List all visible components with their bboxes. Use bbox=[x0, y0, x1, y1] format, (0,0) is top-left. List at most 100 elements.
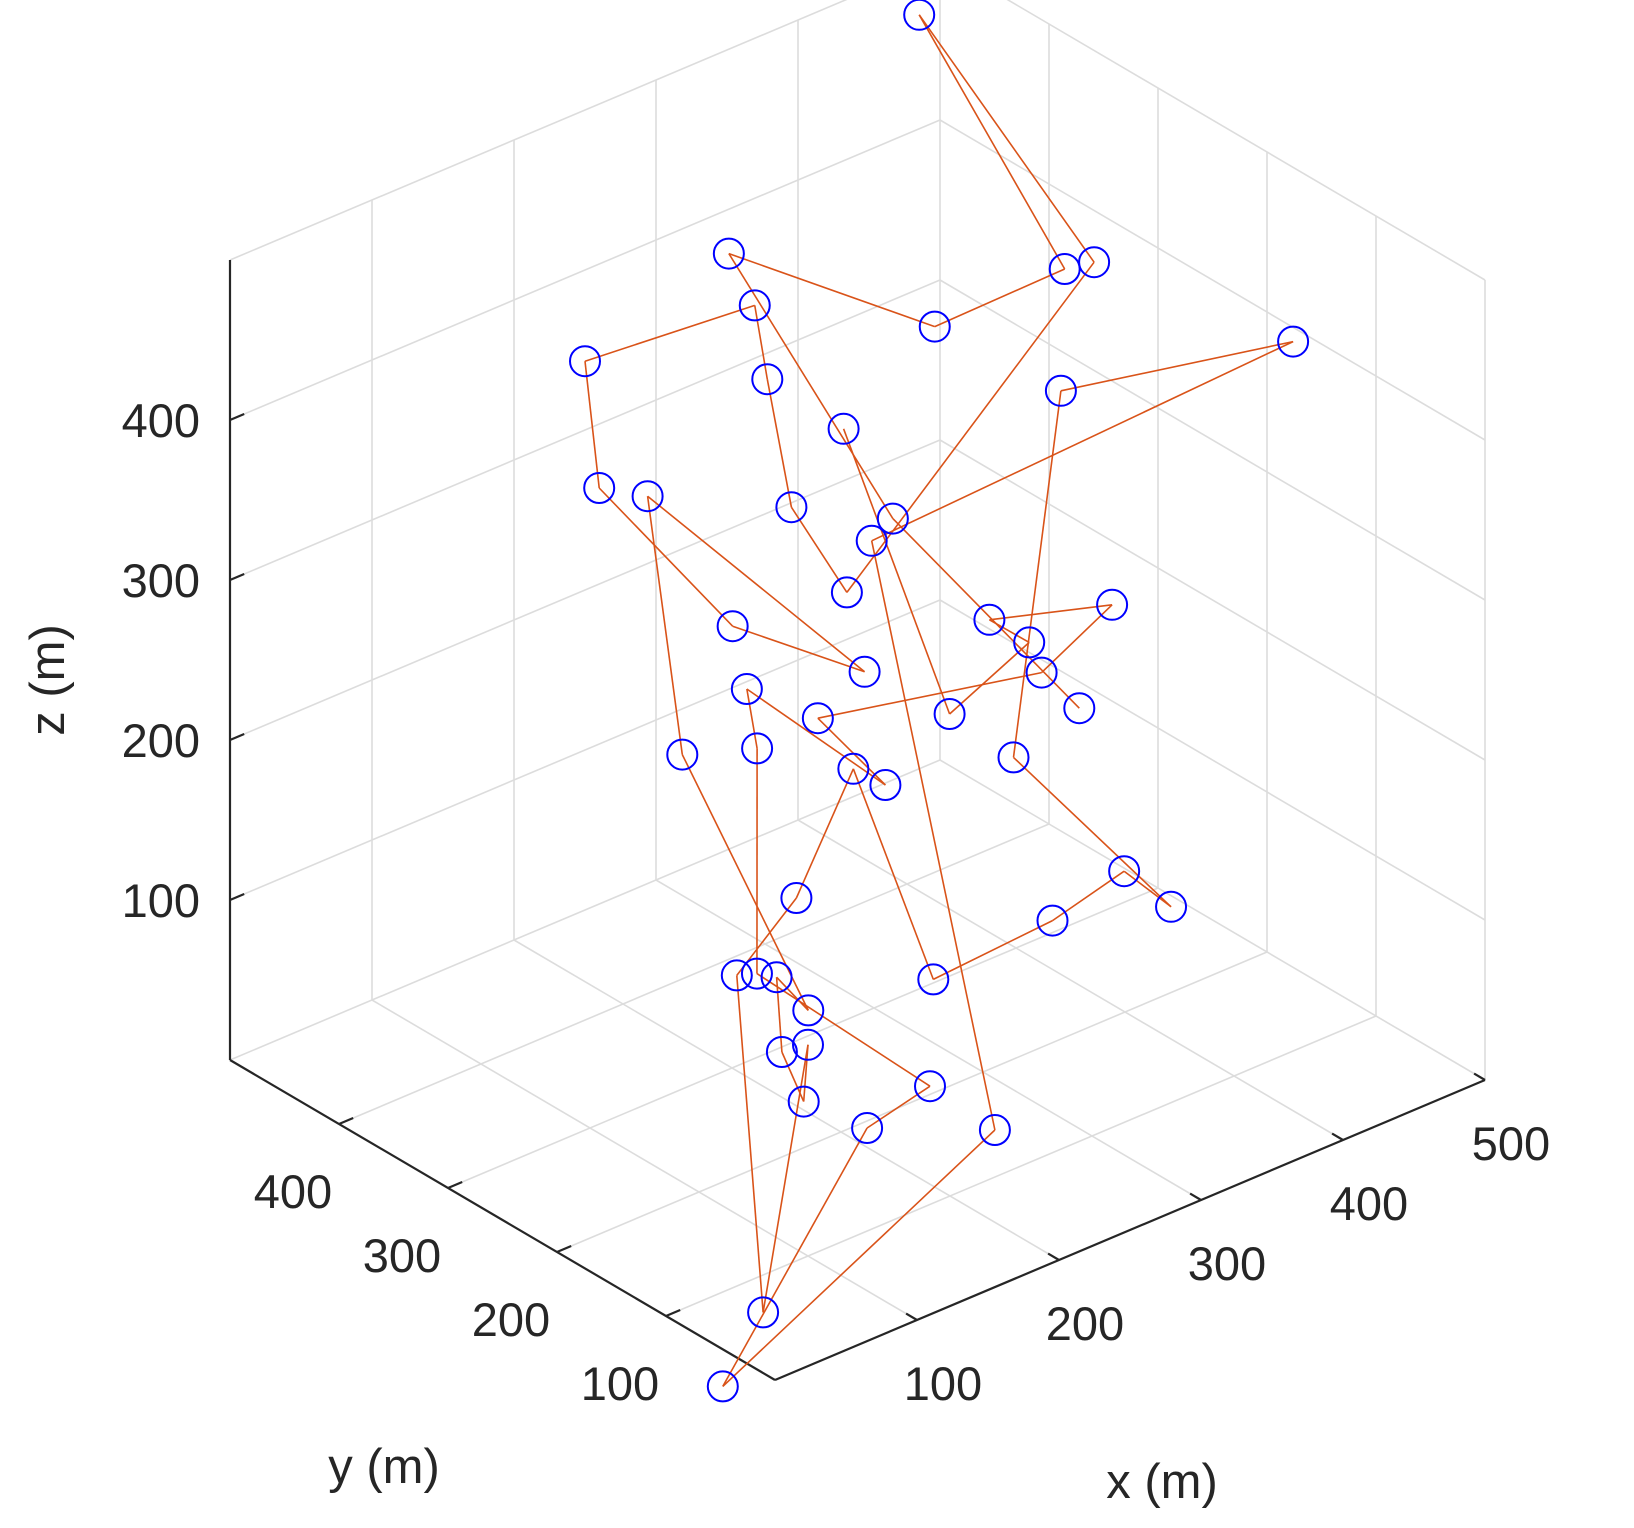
waypoint-marker bbox=[917, 963, 950, 996]
waypoint-marker bbox=[933, 698, 966, 730]
y-tick-mark bbox=[556, 1244, 572, 1254]
waypoint-marker bbox=[751, 363, 784, 396]
trajectory-series bbox=[569, 0, 1310, 1403]
grid-line bbox=[338, 823, 1050, 1125]
trajectory-segment bbox=[681, 754, 810, 1011]
waypoint-marker bbox=[997, 741, 1030, 774]
trajectory-segment bbox=[934, 268, 1066, 328]
z-tick-label: 200 bbox=[122, 714, 200, 767]
waypoint-marker bbox=[706, 1370, 739, 1403]
x-tick-label: 300 bbox=[1188, 1237, 1266, 1290]
y-tick-label: 200 bbox=[472, 1293, 550, 1346]
waypoint-marker bbox=[973, 603, 1006, 636]
trajectory-segment bbox=[753, 305, 769, 380]
waypoint-marker bbox=[780, 882, 813, 914]
trajectory-segment bbox=[949, 641, 1030, 715]
waypoint-marker bbox=[787, 1085, 820, 1118]
waypoint-marker bbox=[760, 961, 793, 994]
waypoint-marker bbox=[569, 345, 601, 378]
y-tick-mark bbox=[338, 1116, 354, 1126]
grid-line bbox=[1006, 0, 1486, 281]
waypoint-marker bbox=[876, 502, 909, 535]
z-axis-label: z (m) bbox=[21, 624, 75, 736]
waypoint-marker bbox=[978, 1114, 1011, 1146]
grid-line bbox=[229, 279, 941, 581]
x-tick-label: 400 bbox=[1330, 1177, 1408, 1230]
waypoint-marker bbox=[740, 957, 773, 990]
trajectory-segment bbox=[728, 252, 936, 328]
y-tick-mark bbox=[447, 1180, 463, 1190]
grid-line bbox=[229, 599, 941, 901]
trajectory-segment bbox=[584, 304, 755, 362]
z-tick-mark bbox=[229, 892, 245, 902]
waypoint-marker bbox=[792, 994, 825, 1027]
grid-line bbox=[939, 279, 1486, 601]
trajectory-segment bbox=[1041, 604, 1113, 674]
trajectory-segment bbox=[892, 518, 1080, 709]
x-tick-mark bbox=[905, 1312, 918, 1321]
trajectory-segment bbox=[989, 604, 1113, 621]
waypoint-marker bbox=[716, 610, 749, 643]
z-tick-mark bbox=[229, 572, 245, 582]
trajectory-segment bbox=[795, 768, 855, 899]
waypoint-marker bbox=[730, 673, 763, 705]
waypoint-marker bbox=[1025, 656, 1058, 689]
waypoint-marker bbox=[1155, 890, 1188, 923]
waypoint-marker bbox=[583, 472, 616, 504]
y-axis-label: y (m) bbox=[328, 1440, 440, 1494]
waypoint-marker bbox=[738, 289, 771, 322]
trajectory-segment bbox=[776, 976, 809, 1011]
grid-line bbox=[939, 439, 1486, 761]
waypoint-marker bbox=[720, 959, 753, 992]
x-axis-line bbox=[774, 1078, 1486, 1382]
x-tick-mark bbox=[1331, 1132, 1344, 1141]
waypoint-marker bbox=[765, 1036, 798, 1068]
grid-lines bbox=[229, 0, 1486, 1321]
trajectory-segment bbox=[918, 14, 1066, 270]
waypoint-marker bbox=[666, 738, 699, 771]
waypoint-marker bbox=[1096, 588, 1129, 621]
trajectory-segment bbox=[775, 977, 783, 1053]
waypoint-marker bbox=[918, 310, 951, 343]
x-tick-label: 200 bbox=[1046, 1297, 1124, 1350]
waypoint-marker bbox=[747, 1296, 780, 1329]
trajectory-segment bbox=[722, 1129, 996, 1387]
z-tick-label: 100 bbox=[122, 874, 200, 927]
grid-line bbox=[229, 759, 941, 1061]
trajectory-segment bbox=[1060, 340, 1294, 392]
waypoint-marker bbox=[792, 1028, 824, 1061]
waypoint-marker bbox=[1044, 374, 1077, 407]
trajectory-segment bbox=[852, 768, 935, 980]
waypoint-marker bbox=[851, 1112, 884, 1144]
waypoint-marker bbox=[1063, 692, 1096, 725]
waypoint-marker bbox=[837, 752, 870, 785]
grid-line bbox=[939, 599, 1486, 921]
grid-line bbox=[939, 759, 1486, 1081]
trajectory-segment bbox=[746, 688, 886, 786]
waypoint-marker bbox=[914, 1070, 946, 1103]
z-tick-label: 300 bbox=[122, 554, 200, 607]
grid-line bbox=[513, 939, 1060, 1261]
trajectory-segment bbox=[728, 253, 894, 520]
trajectory-segment bbox=[646, 496, 684, 755]
trajectory-segment bbox=[584, 361, 600, 489]
x-tick-label: 500 bbox=[1472, 1117, 1550, 1170]
waypoint-marker bbox=[741, 732, 774, 765]
grid-line bbox=[939, 119, 1486, 441]
grid-line bbox=[229, 439, 941, 741]
trajectory-segment bbox=[766, 379, 793, 508]
trajectory-segment bbox=[647, 495, 866, 673]
trajectory-segment bbox=[790, 506, 848, 593]
axes bbox=[228, 260, 1486, 1382]
trajectory-segment bbox=[846, 261, 1095, 593]
trajectory-segment bbox=[918, 14, 1095, 263]
x-tick-mark bbox=[1473, 1072, 1486, 1081]
trajectory-segment bbox=[598, 487, 734, 627]
z-tick-mark bbox=[229, 732, 245, 742]
y-tick-label: 100 bbox=[581, 1357, 659, 1410]
trajectory-segment bbox=[870, 540, 996, 1131]
grid-line bbox=[229, 119, 941, 421]
x-tick-mark bbox=[1189, 1192, 1202, 1201]
waypoint-marker bbox=[855, 524, 888, 557]
